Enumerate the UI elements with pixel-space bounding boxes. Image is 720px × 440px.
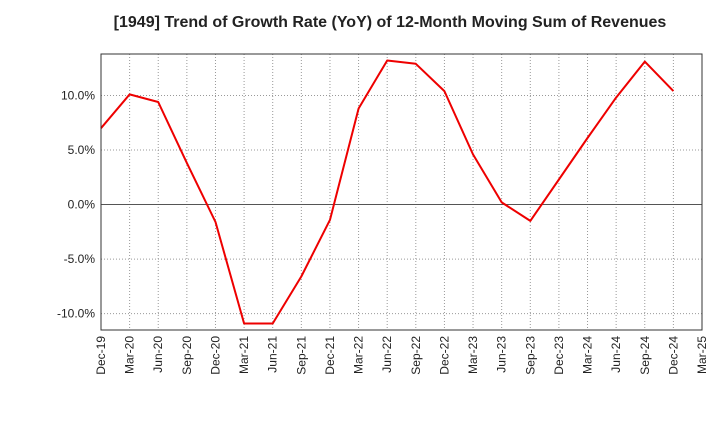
- x-tick-label: Mar-21: [237, 336, 251, 374]
- x-tick-label: Mar-22: [352, 336, 366, 374]
- x-tick-label: Dec-24: [666, 336, 680, 375]
- y-tick-label: -10.0%: [57, 307, 95, 321]
- x-tick-label: Mar-24: [581, 336, 595, 374]
- x-tick-label: Jun-21: [266, 336, 280, 373]
- y-tick-label: -5.0%: [64, 252, 96, 266]
- x-tick-label: Jun-23: [495, 336, 509, 373]
- x-tick-label: Mar-25: [695, 336, 709, 374]
- series-line: [100, 59, 675, 325]
- y-tick-label: 0.0%: [68, 198, 96, 212]
- x-tick-label: Jun-24: [609, 336, 623, 373]
- x-tick-label: Sep-23: [523, 336, 537, 375]
- chart-title: [1949] Trend of Growth Rate (YoY) of 12-…: [113, 14, 667, 31]
- x-axis-ticks: Dec-19 Mar-20 Jun-20 Sep-20 Dec-20 Mar-21 Jun-…: [94, 336, 709, 375]
- x-tick-label: Sep-20: [180, 336, 194, 375]
- x-tick-label: Sep-24: [638, 336, 652, 375]
- x-tick-label: Sep-21: [294, 336, 308, 375]
- x-tick-label: Jun-22: [380, 336, 394, 373]
- series-lines: [100, 59, 675, 325]
- y-axis-ticks: 10.0% 5.0% 0.0% -5.0% -10.0%: [57, 88, 95, 320]
- x-tick-label: Sep-22: [409, 336, 423, 375]
- x-tick-label: Dec-20: [208, 336, 222, 375]
- x-tick-label: Mar-23: [466, 336, 480, 374]
- x-tick-label: Dec-21: [323, 336, 337, 375]
- x-tick-label: Dec-22: [437, 336, 451, 375]
- x-tick-label: Dec-23: [552, 336, 566, 375]
- x-tick-label: Jun-20: [151, 336, 165, 373]
- x-tick-label: Dec-19: [94, 336, 108, 375]
- gridlines: [101, 54, 702, 330]
- x-tick-label: Mar-20: [123, 336, 137, 374]
- plot-border: [100, 53, 703, 331]
- y-tick-label: 5.0%: [68, 143, 96, 157]
- y-tick-label: 10.0%: [61, 88, 95, 102]
